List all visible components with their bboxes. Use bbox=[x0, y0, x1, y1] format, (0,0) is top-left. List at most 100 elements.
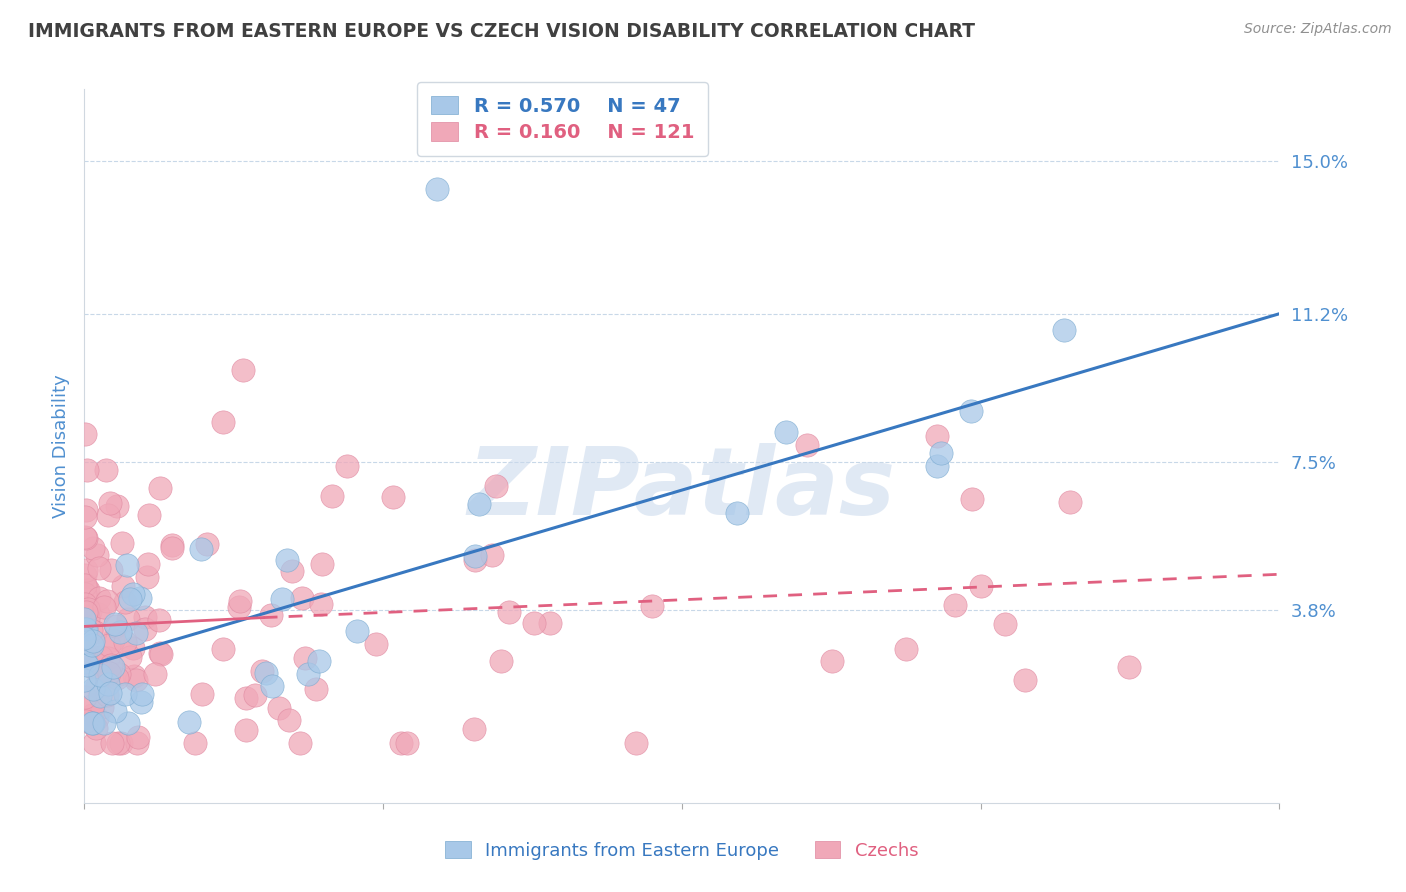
Point bbox=[87, 591, 110, 606]
Point bbox=[114, 634, 136, 648]
Point bbox=[288, 736, 311, 750]
Point bbox=[931, 446, 953, 460]
Point bbox=[134, 610, 156, 624]
Point bbox=[262, 679, 284, 693]
Point bbox=[211, 415, 233, 429]
Point bbox=[82, 715, 104, 730]
Point bbox=[100, 657, 122, 672]
Point bbox=[149, 646, 172, 660]
Point bbox=[96, 593, 118, 607]
Text: 100.0%: 100.0% bbox=[1212, 891, 1279, 892]
Point bbox=[381, 490, 404, 504]
Point bbox=[134, 622, 156, 636]
Point bbox=[108, 625, 131, 640]
Point bbox=[104, 616, 127, 631]
Point bbox=[97, 665, 120, 680]
Point bbox=[346, 624, 368, 639]
Point bbox=[498, 605, 520, 619]
Point bbox=[115, 558, 138, 572]
Point bbox=[626, 736, 648, 750]
Point bbox=[276, 553, 298, 567]
Point bbox=[311, 557, 333, 571]
Point bbox=[98, 685, 121, 699]
Point bbox=[82, 634, 104, 648]
Point bbox=[91, 699, 114, 714]
Point bbox=[640, 599, 662, 613]
Point bbox=[107, 736, 129, 750]
Point bbox=[73, 589, 96, 603]
Point bbox=[260, 608, 283, 623]
Point bbox=[118, 649, 141, 664]
Point bbox=[821, 654, 844, 668]
Text: Source: ZipAtlas.com: Source: ZipAtlas.com bbox=[1244, 22, 1392, 37]
Point bbox=[86, 548, 108, 562]
Point bbox=[927, 428, 949, 442]
Point bbox=[76, 582, 98, 597]
Point bbox=[73, 426, 96, 441]
Point bbox=[76, 463, 98, 477]
Point bbox=[481, 548, 503, 562]
Point bbox=[80, 638, 103, 652]
Point bbox=[73, 587, 96, 601]
Point bbox=[76, 611, 98, 625]
Point bbox=[464, 549, 486, 563]
Point bbox=[90, 649, 112, 664]
Point bbox=[538, 615, 561, 630]
Point bbox=[73, 673, 96, 687]
Point bbox=[75, 623, 97, 637]
Point bbox=[148, 613, 170, 627]
Point bbox=[1014, 673, 1036, 687]
Point bbox=[125, 673, 148, 688]
Point bbox=[129, 591, 152, 605]
Point bbox=[228, 599, 250, 614]
Point bbox=[83, 655, 105, 669]
Point bbox=[76, 630, 98, 644]
Point bbox=[129, 695, 152, 709]
Point bbox=[143, 666, 166, 681]
Y-axis label: Vision Disability: Vision Disability bbox=[52, 374, 70, 518]
Point bbox=[97, 508, 120, 522]
Point bbox=[131, 687, 153, 701]
Point bbox=[89, 561, 111, 575]
Point bbox=[75, 622, 97, 636]
Point bbox=[94, 463, 117, 477]
Text: 0.0%: 0.0% bbox=[84, 891, 129, 892]
Point bbox=[100, 563, 122, 577]
Point bbox=[396, 736, 419, 750]
Point bbox=[76, 658, 98, 673]
Point bbox=[82, 698, 104, 713]
Point bbox=[73, 626, 96, 640]
Point bbox=[523, 615, 546, 630]
Point bbox=[75, 568, 97, 582]
Point bbox=[114, 687, 136, 701]
Point bbox=[190, 542, 212, 557]
Point bbox=[73, 597, 96, 611]
Point bbox=[195, 537, 218, 551]
Point bbox=[104, 704, 127, 718]
Point bbox=[75, 532, 97, 546]
Point bbox=[896, 642, 918, 657]
Point bbox=[127, 736, 149, 750]
Point bbox=[271, 591, 294, 606]
Point bbox=[311, 597, 333, 611]
Point bbox=[468, 497, 491, 511]
Point bbox=[364, 637, 387, 651]
Point bbox=[229, 594, 252, 608]
Point bbox=[105, 671, 128, 685]
Point bbox=[994, 616, 1017, 631]
Point bbox=[75, 647, 97, 661]
Point bbox=[426, 182, 449, 196]
Point bbox=[101, 632, 124, 647]
Point bbox=[111, 536, 134, 550]
Point bbox=[73, 577, 96, 591]
Point bbox=[136, 570, 159, 584]
Point bbox=[73, 625, 96, 640]
Point bbox=[75, 655, 97, 669]
Point bbox=[75, 690, 97, 704]
Point bbox=[87, 607, 110, 621]
Point bbox=[308, 654, 330, 668]
Point bbox=[294, 651, 316, 665]
Point bbox=[75, 563, 97, 577]
Point bbox=[73, 632, 96, 646]
Point bbox=[117, 715, 139, 730]
